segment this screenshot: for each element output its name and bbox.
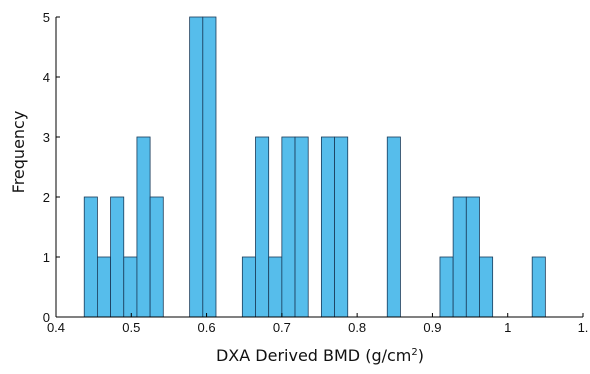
histogram-bar <box>282 137 295 317</box>
histogram-bar <box>190 17 203 317</box>
histogram-bar <box>97 257 110 317</box>
histogram-bar <box>111 197 124 317</box>
x-tick-label: 0.9 <box>423 320 441 335</box>
histogram-bar <box>479 257 492 317</box>
x-tick-label: 0.7 <box>273 320 291 335</box>
histogram-bar <box>453 197 466 317</box>
y-tick-label: 2 <box>43 190 50 205</box>
x-axis-title: DXA Derived BMD (g/cm2) <box>216 346 424 365</box>
y-tick-label: 0 <box>43 310 50 325</box>
x-axis-title-suffix: ) <box>418 346 424 365</box>
histogram-bar <box>335 137 348 317</box>
histogram-bar <box>295 137 308 317</box>
x-tick-label: 1 <box>504 320 511 335</box>
x-tick-label: 1. <box>578 320 589 335</box>
histogram-bar <box>387 137 400 317</box>
histogram-bar <box>84 197 97 317</box>
histogram-bar <box>150 197 163 317</box>
histogram-bar <box>321 137 334 317</box>
x-tick-label: 0.6 <box>198 320 216 335</box>
y-axis-title: Frequency <box>9 111 28 194</box>
histogram-bar <box>256 137 269 317</box>
y-tick-label: 5 <box>43 10 50 25</box>
x-tick-label: 0.8 <box>348 320 366 335</box>
histogram-bar <box>532 257 545 317</box>
x-axis-title-main: DXA Derived BMD (g/cm <box>216 346 411 365</box>
histogram-bar <box>203 17 216 317</box>
y-tick-label: 1 <box>43 250 50 265</box>
x-tick-label: 0.5 <box>122 320 140 335</box>
histogram-bar <box>466 197 479 317</box>
y-tick-label: 4 <box>43 70 50 85</box>
y-tick-label: 3 <box>43 130 50 145</box>
histogram-bar <box>124 257 137 317</box>
histogram-bar <box>269 257 282 317</box>
histogram-bar <box>137 137 150 317</box>
histogram-bar <box>242 257 255 317</box>
histogram-bar <box>440 257 453 317</box>
